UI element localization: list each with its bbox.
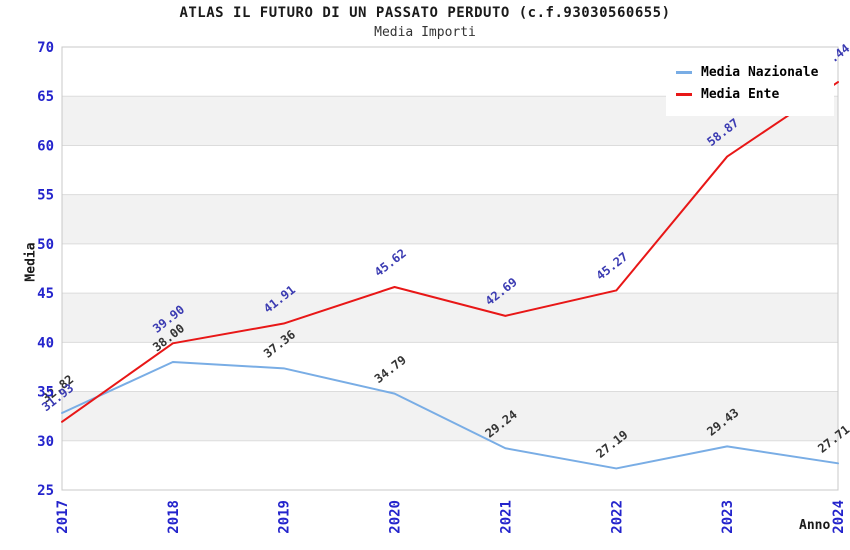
- y-tick-label: 65: [37, 89, 54, 105]
- band: [62, 391, 838, 441]
- y-tick-label: 25: [37, 483, 54, 499]
- y-tick-label: 40: [37, 335, 54, 351]
- data-label: 45.27: [594, 250, 631, 283]
- y-tick-label: 30: [37, 434, 54, 450]
- y-tick-label: 60: [37, 138, 54, 154]
- x-tick-label: 2019: [277, 500, 293, 534]
- y-tick-label: 45: [37, 286, 54, 302]
- x-axis-title: Anno: [799, 518, 831, 533]
- x-tick-label: 2020: [388, 500, 404, 534]
- legend-label-media-nazionale: Media Nazionale: [701, 65, 819, 80]
- x-tick-label: 2024: [831, 500, 847, 534]
- data-label: 45.62: [372, 246, 409, 279]
- legend-item-media-ente: Media Ente: [676, 87, 826, 102]
- x-tick-label: 2023: [720, 500, 736, 534]
- data-label: 34.79: [372, 353, 409, 386]
- band: [62, 194, 838, 244]
- media-nazionale-line-swatch: [676, 71, 692, 74]
- legend: Media Nazionale Media Ente: [666, 55, 834, 116]
- x-tick-label: 2018: [166, 500, 182, 534]
- plot-border: [61, 46, 839, 491]
- series-line-0: [61, 361, 839, 470]
- y-axis-title: Media: [23, 242, 39, 282]
- chart-subtitle: Media Importi: [374, 25, 476, 40]
- y-tick-label: 35: [37, 385, 54, 401]
- x-tick-label: 2022: [609, 500, 625, 534]
- media-ente-line-swatch: [676, 93, 692, 96]
- y-tick-label: 70: [37, 40, 54, 56]
- x-tick-label: 2017: [55, 500, 71, 534]
- legend-item-media-nazionale: Media Nazionale: [676, 65, 826, 80]
- series-line-1: [61, 81, 839, 423]
- chart-title: ATLAS IL FUTURO DI UN PASSATO PERDUTO (c…: [179, 5, 671, 21]
- y-tick-label: 55: [37, 188, 54, 204]
- y-tick-label: 50: [37, 237, 54, 253]
- legend-label-media-ente: Media Ente: [701, 87, 780, 102]
- x-tick-label: 2021: [498, 500, 514, 534]
